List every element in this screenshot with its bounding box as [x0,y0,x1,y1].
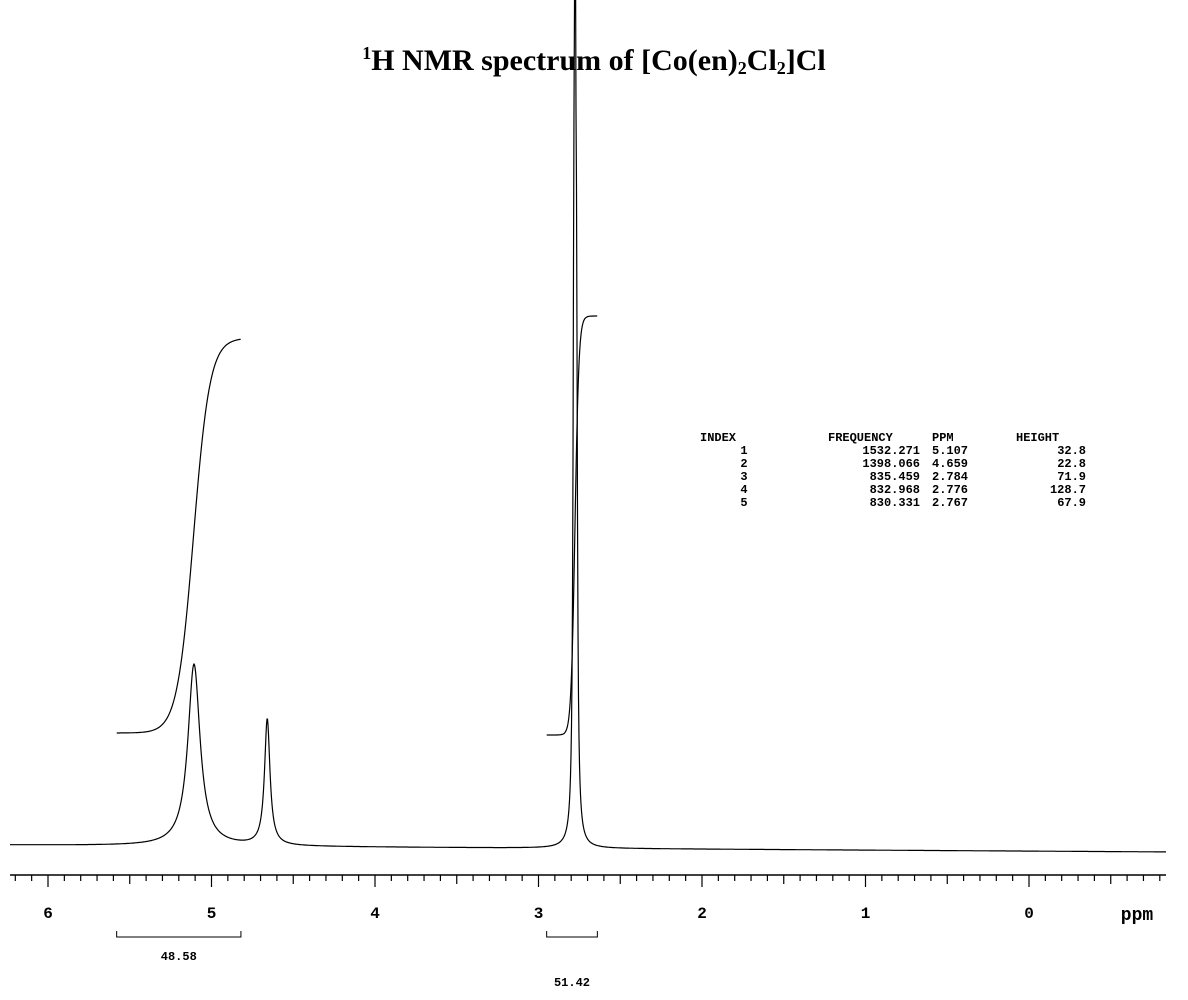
integral-value-label: 51.42 [554,976,590,990]
cell-ppm: 2.776 [932,483,969,497]
table-row: 4 832.968 2.776 128.7 [700,484,1086,497]
peak-table-header: INDEX FREQUENCY PPM HEIGHT [700,432,1086,445]
table-row: 1 1532.271 5.107 32.8 [700,445,1086,458]
cell-height: 22.8 [1057,457,1086,471]
cell-index: 2 [740,457,748,471]
tick-label: 0 [1024,905,1034,923]
cell-ppm: 5.107 [932,444,969,458]
tick-label: 5 [207,905,217,923]
x-axis-unit-label: ppm [1121,906,1154,926]
cell-index: 5 [740,496,748,510]
title-subscript-1: 2 [737,58,747,78]
title-mid: Cl [746,44,777,77]
cell-frequency: 1532.271 [862,444,920,458]
tick-label: 2 [697,905,707,923]
cell-frequency: 830.331 [869,496,920,510]
integral-curve [546,315,598,736]
title-subscript-2: 2 [776,58,786,78]
tick-label: 1 [861,905,871,923]
header-height: HEIGHT [1016,431,1060,445]
title-end: ]Cl [785,44,826,77]
cell-ppm: 2.767 [932,496,969,510]
header-index: INDEX [700,431,737,445]
peak-table: INDEX FREQUENCY PPM HEIGHT 1 1532.271 5.… [700,432,1086,510]
cell-height: 128.7 [1049,483,1086,497]
cell-height: 67.9 [1057,496,1086,510]
cell-ppm: 4.659 [932,457,969,471]
integral-bracket [546,931,598,938]
cell-frequency: 832.968 [869,483,920,497]
cell-frequency: 835.459 [869,470,920,484]
title-main: H NMR spectrum of [Co(en) [371,44,738,77]
tick-label: 4 [370,905,380,923]
integral-value-label: 48.58 [161,950,197,964]
header-ppm: PPM [932,431,954,445]
tick-label: 6 [43,905,53,923]
spectrum-trace [10,0,1166,853]
cell-index: 1 [740,444,748,458]
cell-ppm: 2.784 [932,470,969,484]
integral-bracket [116,931,242,938]
tick-label: 3 [534,905,544,923]
table-row: 3 835.459 2.784 71.9 [700,471,1086,484]
cell-index: 4 [740,483,748,497]
cell-frequency: 1398.066 [862,457,920,471]
cell-height: 71.9 [1057,470,1086,484]
chart-title: 1H NMR spectrum of [Co(en)2Cl2]Cl [0,44,1188,78]
title-superscript: 1 [362,43,372,63]
cell-height: 32.8 [1057,444,1086,458]
table-row: 2 1398.066 4.659 22.8 [700,458,1086,471]
cell-index: 3 [740,470,748,484]
table-row: 5 830.331 2.767 67.9 [700,497,1086,510]
header-frequency: FREQUENCY [828,431,893,445]
integral-curve [116,338,241,734]
